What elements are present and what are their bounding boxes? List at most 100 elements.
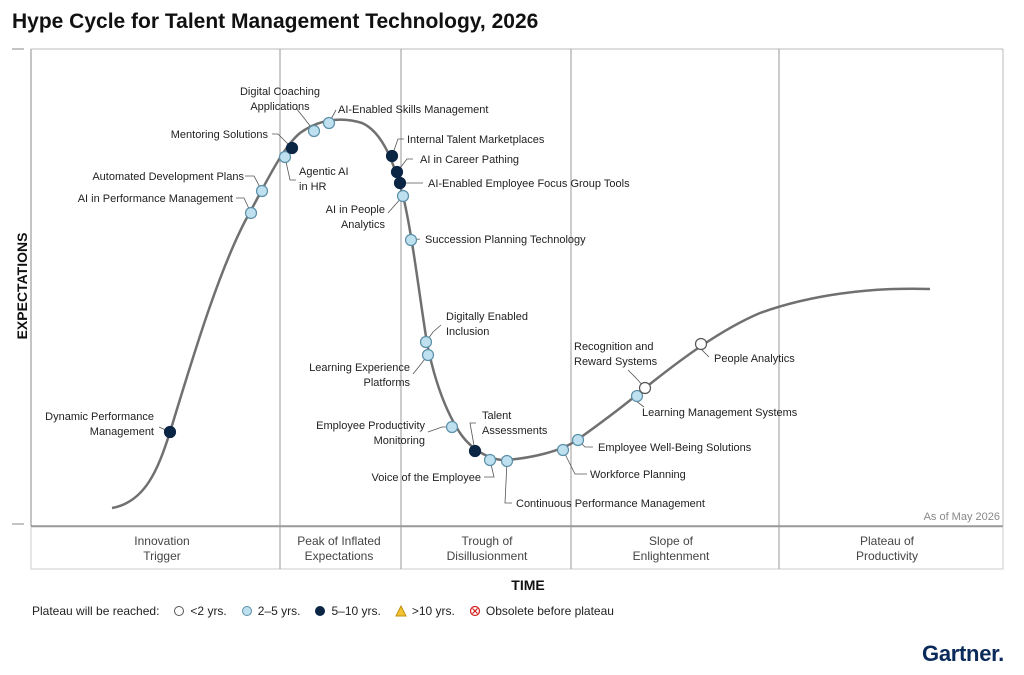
legend-circle-light-blue-icon (241, 606, 252, 616)
tech-label-line: Learning Management Systems (642, 407, 798, 419)
tech-label: AI in People Analytics (326, 204, 386, 231)
tech-label-line: Digital Coaching (240, 86, 320, 98)
tech-label-line: Dynamic Performance (45, 411, 154, 423)
tech-marker (638, 381, 652, 395)
legend-label: Obsolete before plateau (485, 604, 614, 618)
tech-label-line: Succession Planning Technology (425, 234, 586, 246)
tech-label-line: Mentoring Solutions (171, 129, 269, 141)
legend-item-obsolete: Obsolete before plateau (469, 604, 614, 618)
legend-item-lt2: <2 yrs. (173, 604, 227, 618)
tech-label-line: Employee Productivity (316, 420, 425, 432)
tech-marker (404, 233, 418, 247)
tech-label-line: in HR (299, 181, 327, 193)
hype-curve (111, 118, 931, 510)
tech-label: AI in Performance Management (78, 193, 233, 205)
tech-label-line: Talent (482, 410, 511, 422)
legend-circle-navy-icon (315, 606, 326, 616)
tech-label: Voice of the Employee (372, 472, 481, 484)
tech-label-line: Workforce Planning (590, 469, 686, 481)
tech-marker (421, 348, 435, 362)
tech-label-line: AI in Career Pathing (420, 154, 519, 166)
legend-circle-white-icon (174, 606, 185, 616)
tech-label-line: Agentic AI (299, 166, 349, 178)
leader-line (284, 156, 296, 181)
tech-marker (483, 453, 497, 467)
tech-label-line: AI-Enabled Skills Management (338, 104, 488, 116)
tech-label-line: AI in Performance Management (78, 193, 233, 205)
phase-1-line-2: Trigger (143, 549, 181, 563)
tech-label: Learning Management Systems (642, 407, 798, 419)
phase-5-line-1: Plateau of (860, 534, 915, 548)
tech-marker (307, 124, 321, 138)
tech-label-line: Continuous Performance Management (516, 498, 705, 510)
tech-marker (396, 189, 410, 203)
tech-label-line: Employee Well-Being Solutions (598, 442, 752, 454)
tech-label: Recognition and Reward Systems (574, 341, 658, 368)
tech-label-line: Management (90, 426, 154, 438)
technology-labels: Dynamic Performance Management AI in Perf… (45, 86, 798, 510)
tech-label: Internal Talent Marketplaces (407, 134, 545, 146)
legend-label: <2 yrs. (190, 604, 227, 618)
legend-item-2to5: 2–5 yrs. (241, 604, 300, 618)
tech-label-line: Digitally Enabled (446, 311, 528, 323)
tech-marker (445, 420, 459, 434)
tech-label-line: Internal Talent Marketplaces (407, 134, 545, 146)
tech-label: Digitally Enabled Inclusion (446, 311, 528, 338)
leader-line (562, 449, 587, 475)
legend-item-5to10: 5–10 yrs. (314, 604, 381, 618)
tech-marker (255, 184, 269, 198)
tech-marker (322, 116, 336, 130)
tech-label: Mentoring Solutions (171, 129, 269, 141)
tech-label: Agentic AI in HR (299, 166, 349, 193)
tech-label: Workforce Planning (590, 469, 686, 481)
legend: Plateau will be reached: <2 yrs. 2–5 yrs… (32, 604, 614, 618)
phase-4-line-1: Slope of (649, 534, 694, 548)
leader-line (272, 133, 293, 149)
phase-5-line-2: Productivity (856, 549, 918, 563)
legend-prefix: Plateau will be reached: (32, 604, 160, 618)
phase-3-line-2: Disillusionment (447, 549, 528, 563)
tech-label: Dynamic Performance Management (45, 411, 154, 438)
tech-label-line: Analytics (341, 219, 386, 231)
tech-label: Digital Coaching Applications (240, 86, 320, 113)
tech-marker (385, 149, 399, 163)
technology-markers (163, 116, 708, 468)
tech-marker (468, 444, 482, 458)
tech-label-line: People Analytics (714, 353, 795, 365)
x-axis-title: TIME (511, 577, 544, 593)
legend-label: 5–10 yrs. (331, 604, 381, 618)
tech-marker (244, 206, 258, 220)
tech-marker (500, 454, 514, 468)
tech-marker (393, 176, 407, 190)
phase-band (30, 526, 1004, 570)
tech-label: Succession Planning Technology (425, 234, 586, 246)
tech-label-line: Automated Development Plans (92, 171, 244, 183)
legend-item-gt10: >10 yrs. (395, 604, 455, 618)
tech-label: Learning Experience Platforms (309, 362, 410, 389)
tech-label: Continuous Performance Management (516, 498, 705, 510)
tech-label-line: Monitoring (374, 435, 425, 447)
phase-2-line-1: Peak of Inflated (297, 534, 380, 548)
leader-line (504, 460, 512, 504)
tech-label: AI in Career Pathing (420, 154, 519, 166)
tech-label-line: Recognition and (574, 341, 654, 353)
tech-label-line: Voice of the Employee (372, 472, 481, 484)
phase-1-line-1: Innovation (134, 534, 189, 548)
tech-marker (630, 389, 644, 403)
y-axis-title: EXPECTATIONS (14, 233, 30, 340)
legend-label: >10 yrs. (411, 604, 455, 618)
gartner-logo: Gartner. (922, 641, 1004, 666)
phase-dividers (279, 49, 780, 569)
tech-marker (285, 141, 299, 155)
tech-marker (419, 335, 433, 349)
leader-line (469, 422, 476, 452)
phase-2-line-2: Expectations (305, 549, 374, 563)
tech-marker (390, 165, 404, 179)
tech-label-line: AI in People (326, 204, 385, 216)
tech-label-line: Applications (250, 101, 310, 113)
tech-label: AI-Enabled Employee Focus Group Tools (428, 178, 630, 190)
tech-label: People Analytics (714, 353, 795, 365)
tech-label: Employee Well-Being Solutions (598, 442, 752, 454)
tech-marker (556, 443, 570, 457)
